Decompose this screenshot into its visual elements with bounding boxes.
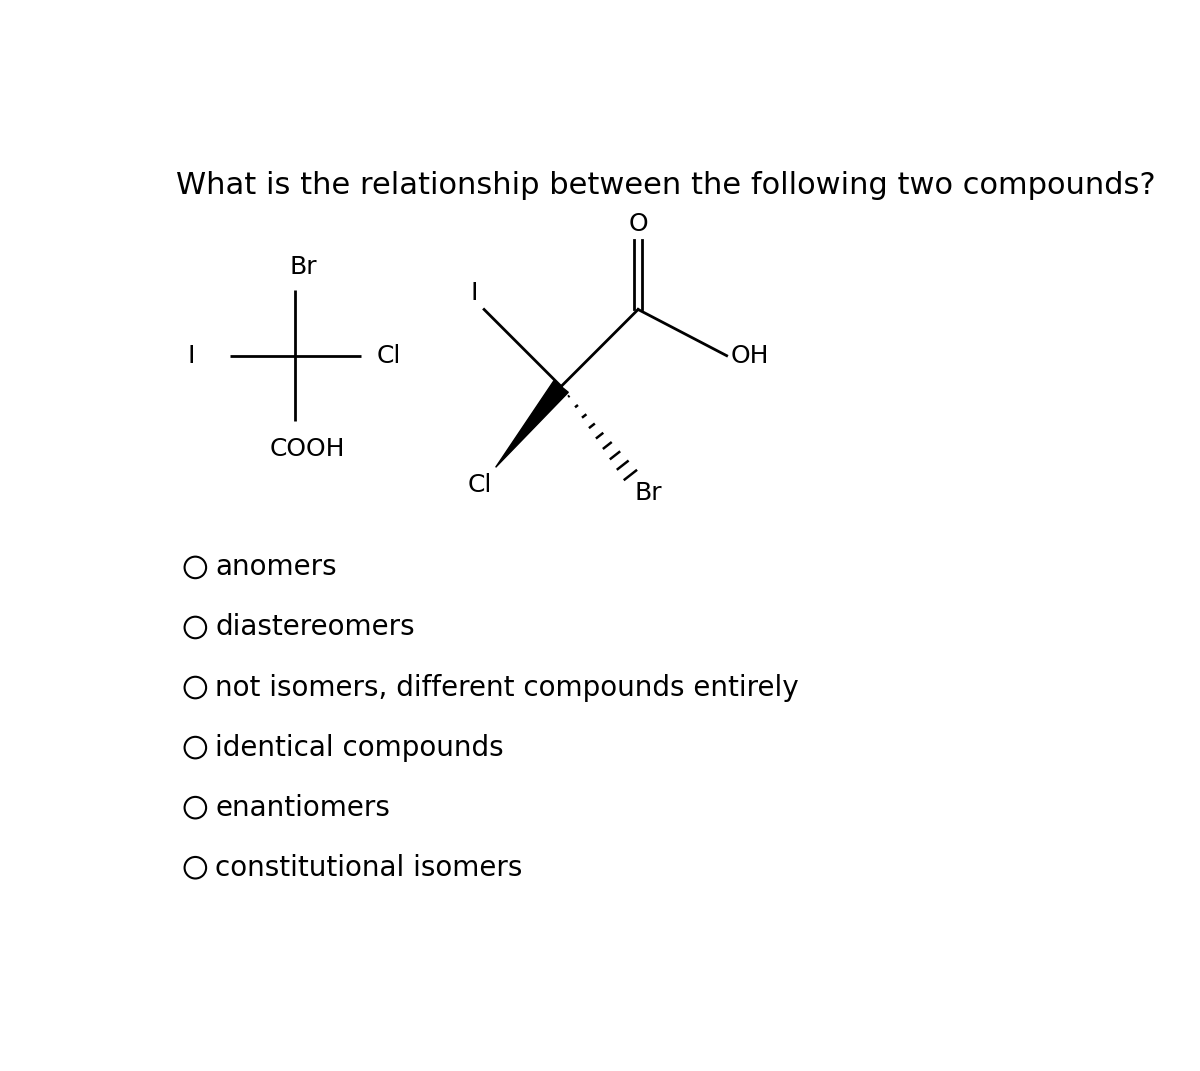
- Text: anomers: anomers: [215, 554, 337, 582]
- Polygon shape: [496, 380, 569, 467]
- Text: enantiomers: enantiomers: [215, 794, 390, 821]
- Text: I: I: [188, 344, 196, 367]
- Text: What is the relationship between the following two compounds?: What is the relationship between the fol…: [176, 171, 1156, 200]
- Text: diastereomers: diastereomers: [215, 614, 415, 642]
- Text: Cl: Cl: [377, 344, 401, 367]
- Text: constitutional isomers: constitutional isomers: [215, 854, 523, 881]
- Text: Br: Br: [289, 255, 317, 278]
- Text: O: O: [629, 212, 648, 237]
- Text: I: I: [470, 281, 478, 305]
- Text: Cl: Cl: [468, 473, 492, 498]
- Text: not isomers, different compounds entirely: not isomers, different compounds entirel…: [215, 674, 799, 702]
- Text: identical compounds: identical compounds: [215, 734, 504, 761]
- Text: OH: OH: [731, 344, 769, 367]
- Text: Br: Br: [635, 481, 662, 506]
- Text: COOH: COOH: [270, 437, 346, 461]
